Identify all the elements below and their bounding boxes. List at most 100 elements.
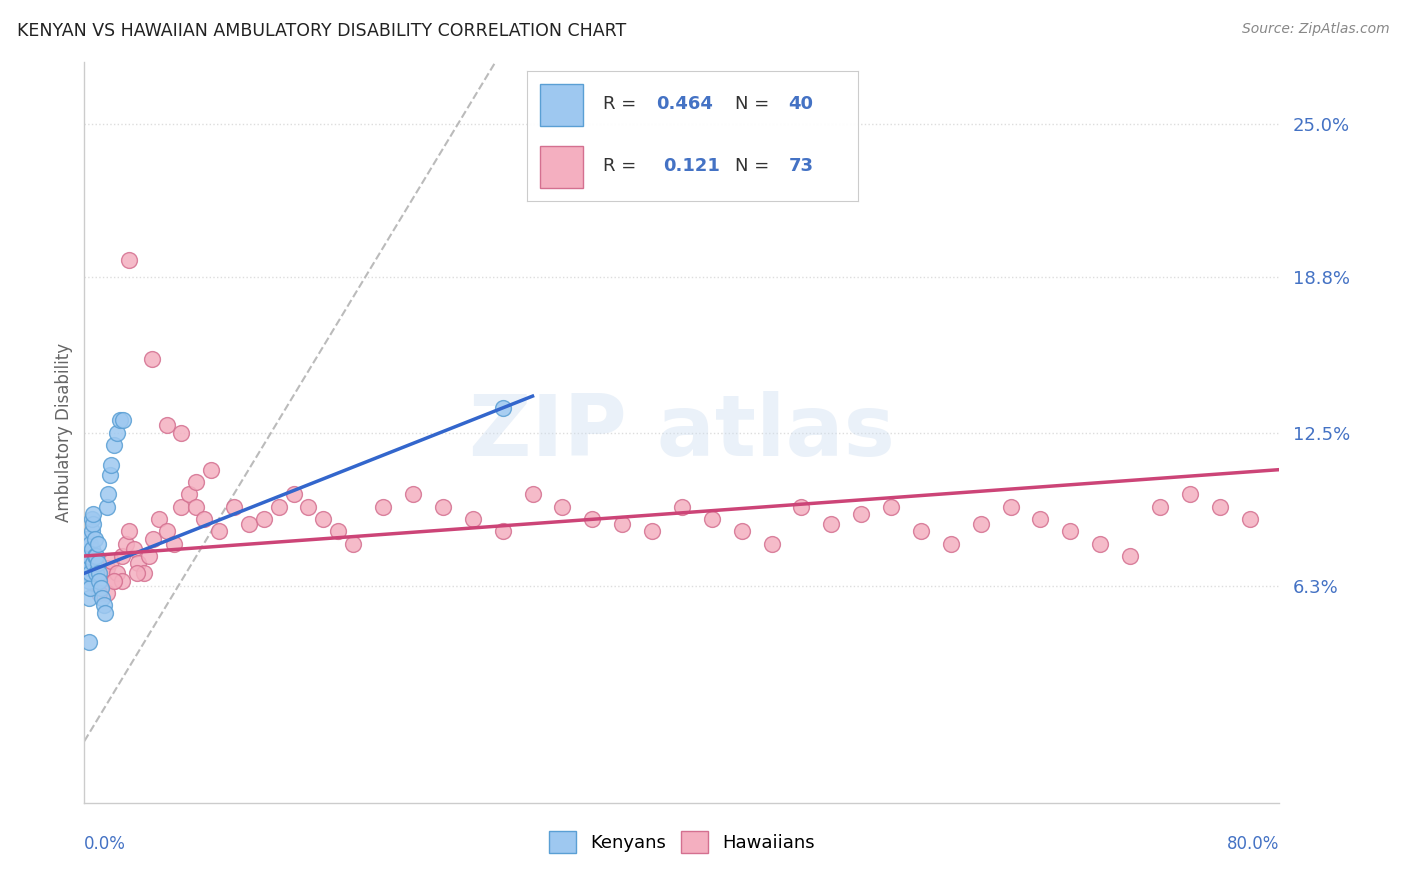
Point xyxy=(115,536,138,550)
Point xyxy=(86,549,108,563)
Point xyxy=(1029,512,1052,526)
Point xyxy=(141,351,163,366)
Point xyxy=(1239,512,1261,526)
Point xyxy=(89,586,111,600)
Text: N =: N = xyxy=(735,95,775,113)
Point xyxy=(761,536,783,550)
Point xyxy=(163,536,186,550)
Point xyxy=(177,487,200,501)
Text: R =: R = xyxy=(603,95,643,113)
FancyBboxPatch shape xyxy=(540,146,583,188)
Point xyxy=(155,418,177,433)
Point xyxy=(80,524,103,539)
Text: N =: N = xyxy=(735,157,775,176)
Point xyxy=(77,561,100,575)
Point xyxy=(200,462,222,476)
Legend: Kenyans, Hawaiians: Kenyans, Hawaiians xyxy=(541,824,823,861)
Point xyxy=(93,599,115,613)
Point xyxy=(76,532,98,546)
Point xyxy=(492,401,515,415)
Point xyxy=(820,516,842,531)
Point xyxy=(96,586,118,600)
Point xyxy=(1090,536,1112,550)
Text: 73: 73 xyxy=(789,157,813,176)
Point xyxy=(155,524,177,539)
Point xyxy=(105,425,128,440)
Point xyxy=(80,549,103,563)
Point xyxy=(77,574,100,588)
Point xyxy=(127,557,149,571)
Point xyxy=(83,549,105,563)
Point xyxy=(312,512,335,526)
Text: 80.0%: 80.0% xyxy=(1227,835,1279,853)
Point xyxy=(970,516,993,531)
Point xyxy=(208,524,231,539)
Text: Source: ZipAtlas.com: Source: ZipAtlas.com xyxy=(1241,22,1389,37)
Point xyxy=(82,507,104,521)
Text: 0.121: 0.121 xyxy=(662,157,720,176)
Point xyxy=(461,512,484,526)
Point xyxy=(522,487,544,501)
Point xyxy=(910,524,932,539)
Y-axis label: Ambulatory Disability: Ambulatory Disability xyxy=(55,343,73,522)
Point xyxy=(79,581,101,595)
Point xyxy=(612,516,634,531)
Text: 40: 40 xyxy=(789,95,813,113)
Point xyxy=(283,487,305,501)
Point xyxy=(83,532,105,546)
Point xyxy=(1059,524,1081,539)
Point xyxy=(700,512,723,526)
Point xyxy=(1178,487,1201,501)
Point xyxy=(89,574,111,588)
Point xyxy=(97,487,120,501)
Point xyxy=(581,512,603,526)
Point xyxy=(91,591,114,605)
Point xyxy=(492,524,515,539)
Point xyxy=(118,524,141,539)
Point xyxy=(267,500,290,514)
Point xyxy=(80,541,103,556)
Text: 0.0%: 0.0% xyxy=(84,835,127,853)
Point xyxy=(939,536,962,550)
Point xyxy=(82,557,104,571)
Point xyxy=(373,500,395,514)
Point xyxy=(87,557,110,571)
Point xyxy=(98,467,121,482)
Point xyxy=(170,500,193,514)
Point xyxy=(103,574,125,588)
Point xyxy=(297,500,319,514)
Point xyxy=(138,549,160,563)
Point xyxy=(148,512,170,526)
Point xyxy=(186,500,208,514)
Point xyxy=(111,549,134,563)
Text: 0.464: 0.464 xyxy=(657,95,713,113)
Point xyxy=(90,581,112,595)
Point xyxy=(731,524,754,539)
Point xyxy=(328,524,350,539)
Point xyxy=(402,487,425,501)
Point xyxy=(110,413,132,427)
Point xyxy=(79,536,101,550)
Point xyxy=(671,500,693,514)
Point xyxy=(222,500,245,514)
Point xyxy=(75,541,97,556)
Point xyxy=(94,606,117,620)
Point xyxy=(125,566,148,581)
Point xyxy=(112,413,135,427)
Point xyxy=(551,500,574,514)
Point xyxy=(96,561,118,575)
Point xyxy=(790,500,813,514)
Text: ZIP atlas: ZIP atlas xyxy=(470,391,894,475)
Point xyxy=(142,532,165,546)
Point xyxy=(76,549,98,563)
Point xyxy=(193,512,215,526)
Point xyxy=(1119,549,1142,563)
Text: R =: R = xyxy=(603,157,648,176)
Point xyxy=(96,500,118,514)
Point xyxy=(79,566,101,581)
Point xyxy=(87,536,110,550)
Point xyxy=(105,566,128,581)
Point xyxy=(100,458,122,472)
Point xyxy=(238,516,260,531)
Point xyxy=(82,516,104,531)
